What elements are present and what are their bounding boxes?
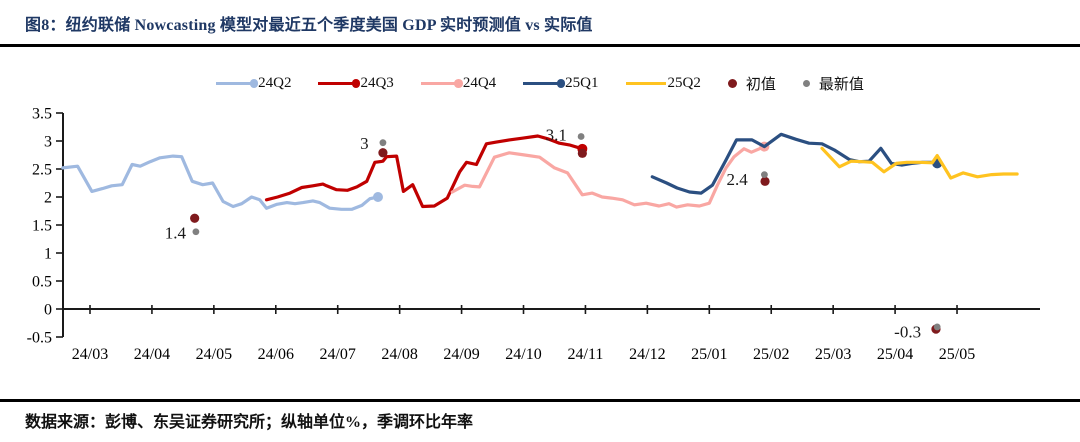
y-axis-tick-label: 3 <box>44 134 52 151</box>
series-line-25Q2 <box>820 146 1019 180</box>
legend-item-24Q3: 24Q3 <box>318 75 394 92</box>
initial-value-dot-3 <box>378 148 388 158</box>
y-axis-tick-label: 1 <box>44 246 52 263</box>
latest-value-dot-2.4 <box>761 171 768 178</box>
y-axis-tick-label: 1.5 <box>32 218 52 235</box>
latest-value-dot--0.3 <box>933 323 941 331</box>
x-axis-tick-label: 24/07 <box>319 346 355 363</box>
footer-divider-line <box>0 399 1080 402</box>
legend-item-24Q2: 24Q2 <box>216 75 291 92</box>
legend-line-end-dot <box>351 79 361 88</box>
x-axis-tick-label: 25/05 <box>939 346 975 363</box>
x-axis-tick-label: 25/01 <box>691 346 727 363</box>
latest-value-dot-3 <box>379 139 387 147</box>
latest-value-dot-1.4 <box>192 228 200 236</box>
legend-item-: 最新值 <box>802 73 864 94</box>
y-axis-tick-label: 2 <box>44 190 52 207</box>
figure-title: 图8：纽约联储 Nowcasting 模型对最近五个季度美国 GDP 实时预测值… <box>25 17 593 34</box>
chart-legend: 24Q2 24Q3 24Q4 25Q1 25Q2 初值 最新值 <box>0 73 1080 94</box>
x-axis-tick-label: 24/04 <box>134 346 170 363</box>
y-axis-tick-label: 2.5 <box>32 162 52 179</box>
y-axis-tick-label: 0 <box>44 302 52 319</box>
title-divider-line <box>0 44 1080 47</box>
legend-line-end-dot <box>556 79 566 88</box>
legend-label: 24Q4 <box>462 75 497 91</box>
gdp-nowcast-line-chart: 3.5 3 2.5 2 1.5 1 0.5 0 -0.5 24/03 24/04 24/05 24/06… <box>27 106 1040 363</box>
series-end-marker-24Q2 <box>372 192 383 202</box>
legend-dot-swatch <box>802 80 810 87</box>
legend-item-: 初值 <box>727 73 776 94</box>
legend-item-25Q2: 25Q2 <box>625 75 701 92</box>
annotation-label-3: 3 <box>360 134 369 153</box>
legend-label: 最新值 <box>818 77 864 93</box>
x-axis-tick-label: 25/03 <box>815 346 851 363</box>
legend-line-end-dot <box>249 79 259 88</box>
annotation-label--0.3: -0.3 <box>894 323 921 342</box>
initial-value-dot-2.4 <box>760 176 770 186</box>
annotation-label-2.4: 2.4 <box>726 170 748 189</box>
x-axis-tick-label: 24/12 <box>629 346 665 363</box>
annotation-label-1.4: 1.4 <box>165 223 187 242</box>
legend-label: 25Q2 <box>667 75 701 91</box>
y-axis-tick-label: 0.5 <box>32 274 52 291</box>
legend-label: 24Q3 <box>360 75 394 91</box>
legend-label: 24Q2 <box>258 75 292 91</box>
x-axis-tick-label: 25/02 <box>753 346 789 363</box>
legend-dot-swatch <box>727 79 737 88</box>
series-line-24Q3 <box>264 134 584 209</box>
x-axis-tick-label: 24/05 <box>196 346 232 363</box>
series-line-24Q2 <box>61 154 380 211</box>
x-axis-tick-label: 24/09 <box>443 346 479 363</box>
x-axis-tick-label: 25/04 <box>877 346 913 363</box>
series-line-25Q1 <box>650 132 939 195</box>
initial-value-dot-1.4 <box>190 213 200 223</box>
legend-line-swatch <box>216 79 259 88</box>
legend-line-swatch <box>523 79 566 88</box>
legend-item-24Q4: 24Q4 <box>420 75 497 92</box>
x-axis-tick-label: 24/06 <box>258 346 294 363</box>
y-axis-tick-label: 3.5 <box>32 106 52 123</box>
data-source-note: 数据来源：彭博、东吴证券研究所；纵轴单位%，季调环比年率 <box>25 414 474 431</box>
series-line-24Q4 <box>450 144 767 209</box>
latest-value-dot-3.1 <box>577 133 585 140</box>
x-axis-tick-label: 24/11 <box>568 346 604 363</box>
y-axis-tick-label: -0.5 <box>27 330 52 347</box>
legend-item-25Q1: 25Q1 <box>523 75 599 92</box>
annotation-label-3.1: 3.1 <box>546 125 567 144</box>
x-axis-tick-label: 24/10 <box>505 346 541 363</box>
legend-line-swatch <box>318 79 361 88</box>
legend-line-end-dot <box>454 79 463 88</box>
legend-label: 初值 <box>745 77 776 93</box>
legend-line-swatch <box>625 81 666 86</box>
x-axis-tick-label: 24/03 <box>72 346 108 363</box>
x-axis-tick-label: 24/08 <box>381 346 417 363</box>
legend-label: 25Q1 <box>565 75 599 91</box>
legend-line-swatch <box>420 79 463 88</box>
initial-value-dot-3.1 <box>577 148 587 158</box>
